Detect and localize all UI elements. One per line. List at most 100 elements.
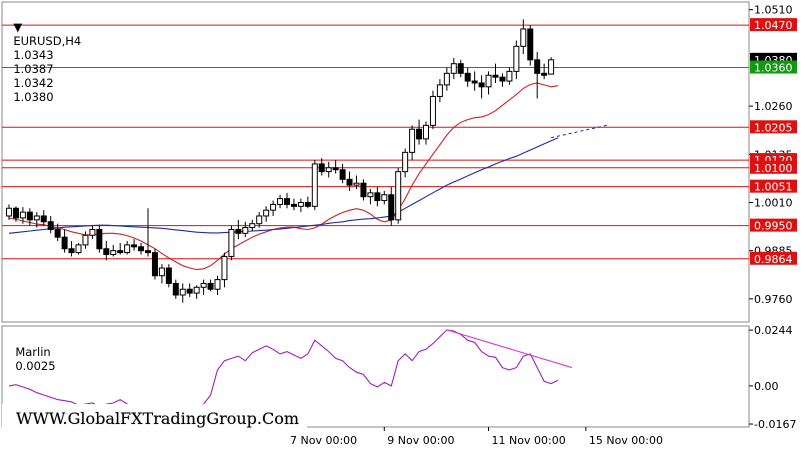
candle-body xyxy=(527,28,534,61)
level-label-box xyxy=(750,120,797,134)
candle-body xyxy=(311,163,318,207)
candle-body xyxy=(151,252,158,277)
candle-body xyxy=(520,28,527,47)
candle-body xyxy=(492,74,499,78)
candle-body xyxy=(33,215,40,221)
level-label: 1.0051 xyxy=(754,181,793,194)
candle-body xyxy=(19,211,26,219)
candle-body xyxy=(242,227,249,234)
candle-body xyxy=(26,211,33,221)
candle-body xyxy=(165,267,172,284)
candle-body xyxy=(416,128,423,140)
price-panel-frame xyxy=(1,1,750,323)
candle-body xyxy=(471,80,478,84)
candle-body xyxy=(207,282,214,290)
candle-body xyxy=(186,288,193,294)
x-tick-label: 15 Nov 00:00 xyxy=(589,434,663,447)
candle-body xyxy=(235,228,242,234)
candle-body xyxy=(402,151,409,173)
indicator-value: 0.0025 xyxy=(15,359,56,373)
ohlc-low: 1.0342 xyxy=(13,76,54,90)
candle-body xyxy=(541,72,548,76)
level-label: 0.9864 xyxy=(754,253,793,266)
y-tick-label: 1.0510 xyxy=(754,4,793,17)
ohlc-close: 1.0380 xyxy=(13,90,54,104)
candle-body xyxy=(284,198,290,205)
level-label-box xyxy=(750,60,797,74)
candle-body xyxy=(450,63,457,74)
candle-body xyxy=(117,250,124,254)
level-label: 1.0100 xyxy=(754,162,793,175)
level-label: 1.0205 xyxy=(754,121,793,134)
candle-body xyxy=(436,84,443,97)
candle-body xyxy=(82,234,89,246)
candle-body xyxy=(367,192,374,198)
candle-body xyxy=(499,76,506,82)
candle-body xyxy=(485,74,492,88)
candle-body xyxy=(131,244,138,248)
level-label-box xyxy=(750,179,797,193)
candle-body xyxy=(193,286,200,294)
candle-body xyxy=(409,128,416,153)
candle-body xyxy=(339,169,346,180)
candle-body xyxy=(68,248,75,254)
y-tick-label: 0.0244 xyxy=(754,324,793,337)
candle-body xyxy=(249,223,256,229)
indicator-name: Marlin xyxy=(15,345,51,359)
candle-body xyxy=(214,279,221,290)
candle-body xyxy=(374,192,381,202)
candle-body xyxy=(6,207,12,217)
y-tick-label: 1.0260 xyxy=(754,100,793,113)
candle-body xyxy=(332,167,339,171)
y-tick-label: 0.00 xyxy=(754,380,779,393)
ohlc-open: 1.0343 xyxy=(13,48,54,62)
candle-body xyxy=(228,228,235,257)
candle-body xyxy=(138,246,145,252)
candle-body xyxy=(221,255,228,281)
symbol-label: EURUSD xyxy=(13,34,62,48)
x-tick-label: 9 Nov 00:00 xyxy=(387,434,454,447)
candle-body xyxy=(47,221,54,230)
candle-body xyxy=(40,215,47,223)
candle-body xyxy=(429,95,436,126)
candle-body xyxy=(304,201,311,207)
candle-body xyxy=(381,194,388,202)
indicator-header: Marlin 0.0025 xyxy=(8,331,56,373)
watermark: WWW.GlobalFXTradingGroup.Com xyxy=(2,404,308,432)
candle-body xyxy=(158,267,165,277)
candle-body xyxy=(464,72,471,82)
candle-body xyxy=(263,209,270,217)
candle-body xyxy=(12,207,19,219)
candle-body xyxy=(75,244,82,254)
candle-body xyxy=(548,59,555,75)
moving-average-line xyxy=(8,137,559,234)
candle-body xyxy=(103,248,110,256)
candle-body xyxy=(478,82,485,88)
candle-body xyxy=(388,194,395,221)
indicator-panel-frame xyxy=(1,325,750,428)
candle-body xyxy=(145,250,151,254)
y-tick-label: -0.0167 xyxy=(754,418,796,431)
candle-body xyxy=(346,178,353,186)
candle-body xyxy=(506,70,513,82)
ohlc-high: 1.0387 xyxy=(13,62,54,76)
candle-body xyxy=(172,282,179,296)
candle-body xyxy=(290,203,297,207)
timeframe-label: H4 xyxy=(65,34,82,48)
candle-body xyxy=(534,59,541,74)
candle-body xyxy=(200,282,207,288)
candle-body xyxy=(325,167,332,173)
candle-body xyxy=(423,124,429,140)
candle-body xyxy=(256,215,263,225)
level-label: 0.9950 xyxy=(754,220,793,233)
candle-body xyxy=(360,182,367,198)
candle-body xyxy=(318,163,325,173)
level-label-box xyxy=(750,160,797,174)
y-tick-label: 1.0010 xyxy=(754,196,793,209)
candle-body xyxy=(61,236,68,250)
level-label-box xyxy=(750,18,797,32)
symbol-icon: ▼ xyxy=(13,20,23,34)
candle-body xyxy=(457,63,464,74)
level-label-box xyxy=(750,251,797,265)
